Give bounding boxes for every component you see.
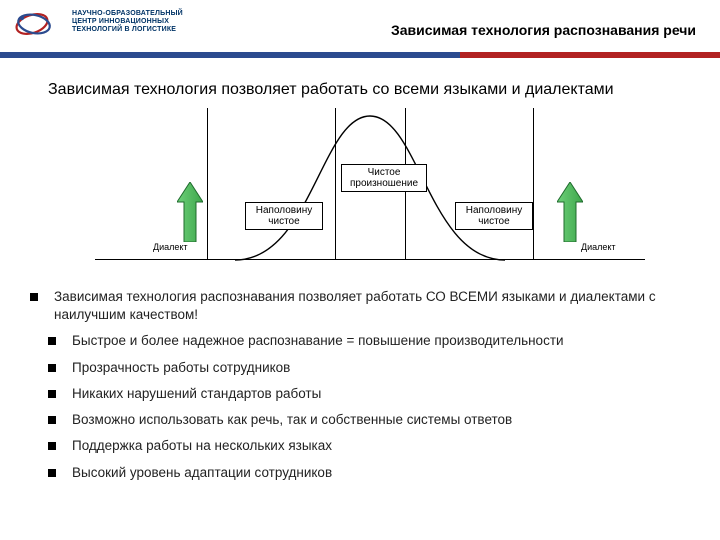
slide-title: Зависимая технология распознавания речи [391, 22, 696, 38]
org-logo [12, 8, 64, 45]
bullet-item: Никаких нарушений стандартов работы [48, 385, 692, 403]
bullet-icon [48, 364, 56, 372]
bullet-icon [48, 416, 56, 424]
bullet-text: Зависимая технология распознавания позво… [54, 288, 692, 324]
org-name: НАУЧНО-ОБРАЗОВАТЕЛЬНЫЙ ЦЕНТР ИННОВАЦИОНН… [72, 10, 183, 34]
header: НАУЧНО-ОБРАЗОВАТЕЛЬНЫЙ ЦЕНТР ИННОВАЦИОНН… [0, 0, 720, 48]
bullet-icon [30, 293, 38, 301]
bullet-text: Поддержка работы на нескольких языках [72, 437, 332, 455]
diagram-vline-0 [207, 108, 208, 260]
label-pure: Чистоепроизношение [341, 164, 427, 192]
slide: НАУЧНО-ОБРАЗОВАТЕЛЬНЫЙ ЦЕНТР ИННОВАЦИОНН… [0, 0, 720, 540]
bullet-icon [48, 337, 56, 345]
bullet-item: Прозрачность работы сотрудников [48, 359, 692, 377]
arrow-up-right-icon [557, 182, 583, 247]
header-rule-red [460, 52, 720, 58]
org-name-line1: НАУЧНО-ОБРАЗОВАТЕЛЬНЫЙ [72, 10, 183, 18]
bullet-text: Возможно использовать как речь, так и со… [72, 411, 512, 429]
bell-diagram: Чистоепроизношение Наполовинучистое Наполо… [95, 108, 645, 278]
bullet-item: Зависимая технология распознавания позво… [30, 288, 692, 324]
bullet-item: Быстрое и более надежное распознавание =… [48, 332, 692, 350]
bullet-item: Высокий уровень адаптации сотрудников [48, 464, 692, 482]
header-rule-blue [0, 52, 460, 58]
label-half-right: Наполовинучистое [455, 202, 533, 230]
bullet-text: Прозрачность работы сотрудников [72, 359, 290, 377]
bullet-text: Никаких нарушений стандартов работы [72, 385, 321, 403]
bullet-list: Зависимая технология распознавания позво… [48, 288, 692, 482]
bullet-text: Высокий уровень адаптации сотрудников [72, 464, 332, 482]
label-half-left: Наполовинучистое [245, 202, 323, 230]
bullet-item: Возможно использовать как речь, так и со… [48, 411, 692, 429]
bullet-icon [48, 442, 56, 450]
bullet-text: Быстрое и более надежное распознавание =… [72, 332, 564, 350]
content: Зависимая технология позволяет работать … [48, 80, 692, 528]
org-name-line3: ТЕХНОЛОГИЙ В ЛОГИСТИКЕ [72, 26, 183, 34]
org-name-line2: ЦЕНТР ИННОВАЦИОННЫХ [72, 18, 183, 26]
bullet-icon [48, 469, 56, 477]
bullet-item: Поддержка работы на нескольких языках [48, 437, 692, 455]
bullet-icon [48, 390, 56, 398]
diagram-vline-3 [533, 108, 534, 260]
lead-text: Зависимая технология позволяет работать … [48, 80, 692, 100]
label-dialect-right: Диалект [581, 242, 616, 252]
arrow-up-left-icon [177, 182, 203, 247]
